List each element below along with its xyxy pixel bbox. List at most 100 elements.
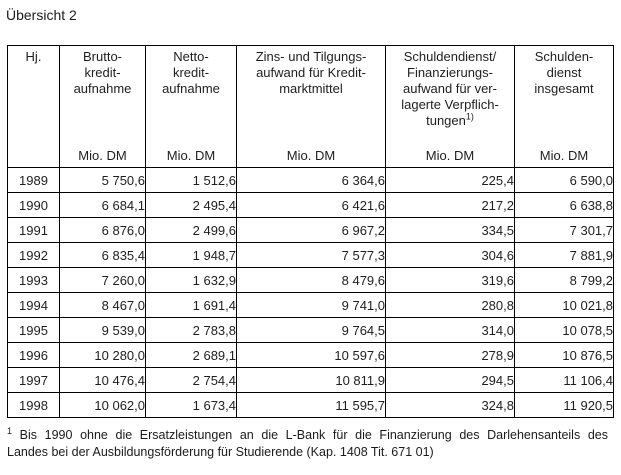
cell-bruttokreditaufnahme: 10 062,0 xyxy=(59,392,146,418)
cell-bruttokreditaufnahme: 8 467,0 xyxy=(59,292,146,318)
cell-hj: 1995 xyxy=(7,317,60,343)
cell-schuldendienst-insgesamt: 8 799,2 xyxy=(514,267,614,293)
cell-schuldendienst-verlagerte: 294,5 xyxy=(385,367,515,393)
column-header-schuldendienst-insgesamt: Schulden-dienst insgesamt Mio. DM xyxy=(514,45,614,168)
column-header-zins-tilgungsaufwand: Zins- und Tilgungs-aufwand für Kredit-ma… xyxy=(236,45,386,168)
cell-bruttokreditaufnahme: 6 684,1 xyxy=(59,192,146,218)
footnote: 1 Bis 1990 ohne die Ersatzleistungen an … xyxy=(7,425,608,461)
header-row: Hj. Brutto-kredit-aufnahme Mio. DM Netto-kr… xyxy=(7,45,614,168)
column-header-nettokreditaufnahme: Netto-kredit-aufnahme Mio. DM xyxy=(145,45,237,168)
cell-hj: 1998 xyxy=(7,392,60,418)
table-row-1996: 1996 10 280,0 2 689,1 10 597,6 278,9 10 876,5 xyxy=(7,342,614,368)
table-body: 1989 5 750,6 1 512,6 6 364,6 225,4 6 590,0 199… xyxy=(7,167,614,418)
cell-zins-tilgungsaufwand: 8 479,6 xyxy=(236,267,386,293)
cell-schuldendienst-insgesamt: 7 301,7 xyxy=(514,217,614,243)
cell-schuldendienst-insgesamt: 7 881,9 xyxy=(514,242,614,268)
cell-schuldendienst-verlagerte: 324,8 xyxy=(385,392,515,418)
cell-zins-tilgungsaufwand: 6 364,6 xyxy=(236,167,386,193)
cell-bruttokreditaufnahme: 10 280,0 xyxy=(59,342,146,368)
column-header-content: Zins- und Tilgungs-aufwand für Kredit-ma… xyxy=(238,47,385,167)
cell-nettokreditaufnahme: 1 632,9 xyxy=(145,267,237,293)
cell-bruttokreditaufnahme: 10 476,4 xyxy=(59,367,146,393)
cell-zins-tilgungsaufwand: 7 577,3 xyxy=(236,242,386,268)
cell-zins-tilgungsaufwand: 6 421,6 xyxy=(236,192,386,218)
column-header-label: Zins- und Tilgungs-aufwand für Kredit-ma… xyxy=(255,49,367,96)
table-row-1997: 1997 10 476,4 2 754,4 10 811,9 294,5 11 106,4 xyxy=(7,367,614,393)
cell-bruttokreditaufnahme: 9 539,0 xyxy=(59,317,146,343)
column-header-bruttokreditaufnahme: Brutto-kredit-aufnahme Mio. DM xyxy=(59,45,146,168)
column-header-hj: Hj. xyxy=(7,45,60,168)
cell-bruttokreditaufnahme: 5 750,6 xyxy=(59,167,146,193)
cell-zins-tilgungsaufwand: 9 764,5 xyxy=(236,317,386,343)
cell-nettokreditaufnahme: 1 512,6 xyxy=(145,167,237,193)
cell-zins-tilgungsaufwand: 10 597,6 xyxy=(236,342,386,368)
cell-schuldendienst-insgesamt: 6 590,0 xyxy=(514,167,614,193)
cell-schuldendienst-insgesamt: 6 638,8 xyxy=(514,192,614,218)
cell-nettokreditaufnahme: 2 754,4 xyxy=(145,367,237,393)
cell-hj: 1993 xyxy=(7,267,60,293)
cell-schuldendienst-verlagerte: 280,8 xyxy=(385,292,515,318)
table-row-1993: 1993 7 260,0 1 632,9 8 479,6 319,6 8 799,2 xyxy=(7,267,614,293)
column-header-content: Schuldendienst/Finanzierungs-aufwand für… xyxy=(387,47,514,167)
column-header-content: Brutto-kredit-aufnahme Mio. DM xyxy=(61,47,145,167)
cell-hj: 1994 xyxy=(7,292,60,318)
table-row-1994: 1994 8 467,0 1 691,4 9 741,0 280,8 10 021,8 xyxy=(7,292,614,318)
cell-zins-tilgungsaufwand: 11 595,7 xyxy=(236,392,386,418)
cell-schuldendienst-insgesamt: 11 106,4 xyxy=(514,367,614,393)
cell-hj: 1991 xyxy=(7,217,60,243)
cell-zins-tilgungsaufwand: 10 811,9 xyxy=(236,367,386,393)
column-header-label: Brutto-kredit-aufnahme xyxy=(73,49,132,96)
cell-bruttokreditaufnahme: 7 260,0 xyxy=(59,267,146,293)
cell-schuldendienst-verlagerte: 314,0 xyxy=(385,317,515,343)
cell-bruttokreditaufnahme: 6 835,4 xyxy=(59,242,146,268)
column-header-label: Hj. xyxy=(25,49,42,64)
cell-nettokreditaufnahme: 1 691,4 xyxy=(145,292,237,318)
table-row-1995: 1995 9 539,0 2 783,8 9 764,5 314,0 10 078,5 xyxy=(7,317,614,343)
footnote-reference-marker: 1) xyxy=(465,111,474,122)
column-header-schuldendienst-verlagerte: Schuldendienst/Finanzierungs-aufwand für… xyxy=(385,45,515,168)
cell-schuldendienst-verlagerte: 319,6 xyxy=(385,267,515,293)
cell-hj: 1997 xyxy=(7,367,60,393)
column-unit-label: Mio. DM xyxy=(425,148,475,163)
cell-schuldendienst-insgesamt: 10 021,8 xyxy=(514,292,614,318)
cell-zins-tilgungsaufwand: 6 967,2 xyxy=(236,217,386,243)
cell-nettokreditaufnahme: 1 673,4 xyxy=(145,392,237,418)
cell-hj: 1990 xyxy=(7,192,60,218)
column-header-content: Schulden-dienst insgesamt Mio. DM xyxy=(516,47,613,167)
table-row-1998: 1998 10 062,0 1 673,4 11 595,7 324,8 11 920,5 xyxy=(7,392,614,418)
column-header-content: Netto-kredit-aufnahme Mio. DM xyxy=(147,47,236,167)
cell-schuldendienst-verlagerte: 217,2 xyxy=(385,192,515,218)
table-row-1992: 1992 6 835,4 1 948,7 7 577,3 304,6 7 881,9 xyxy=(7,242,614,268)
cell-schuldendienst-insgesamt: 11 920,5 xyxy=(514,392,614,418)
cell-schuldendienst-insgesamt: 10 078,5 xyxy=(514,317,614,343)
table-header: Hj. Brutto-kredit-aufnahme Mio. DM Netto-kr… xyxy=(7,45,614,168)
cell-nettokreditaufnahme: 2 783,8 xyxy=(145,317,237,343)
table-row-1990: 1990 6 684,1 2 495,4 6 421,6 217,2 6 638,8 xyxy=(7,192,614,218)
cell-nettokreditaufnahme: 2 499,6 xyxy=(145,217,237,243)
overview-table: Hj. Brutto-kredit-aufnahme Mio. DM Netto-kr… xyxy=(7,45,614,418)
cell-schuldendienst-insgesamt: 10 876,5 xyxy=(514,342,614,368)
table-row-1991: 1991 6 876,0 2 499,6 6 967,2 334,5 7 301,7 xyxy=(7,217,614,243)
cell-schuldendienst-verlagerte: 278,9 xyxy=(385,342,515,368)
page-title: Übersicht 2 xyxy=(6,7,77,23)
column-unit-label: Mio. DM xyxy=(78,148,127,163)
cell-schuldendienst-verlagerte: 304,6 xyxy=(385,242,515,268)
column-header-label: Netto-kredit-aufnahme xyxy=(162,49,220,96)
column-header-content: Hj. xyxy=(9,47,59,167)
cell-schuldendienst-verlagerte: 225,4 xyxy=(385,167,515,193)
cell-nettokreditaufnahme: 2 689,1 xyxy=(145,342,237,368)
cell-schuldendienst-verlagerte: 334,5 xyxy=(385,217,515,243)
cell-hj: 1992 xyxy=(7,242,60,268)
column-header-label: Schulden-dienst insgesamt xyxy=(534,49,594,96)
column-unit-label: Mio. DM xyxy=(539,148,589,163)
column-unit-label: Mio. DM xyxy=(286,148,336,163)
footnote-marker: 1 xyxy=(7,425,13,436)
cell-hj: 1989 xyxy=(7,167,60,193)
column-unit-label: Mio. DM xyxy=(166,148,216,163)
cell-bruttokreditaufnahme: 6 876,0 xyxy=(59,217,146,243)
cell-nettokreditaufnahme: 1 948,7 xyxy=(145,242,237,268)
cell-hj: 1996 xyxy=(7,342,60,368)
footnote-line: Landes bei der Ausbildungsförderung für … xyxy=(7,445,434,459)
footnote-line: 1 Bis 1990 ohne die Ersatzleistungen an … xyxy=(7,425,608,442)
cell-nettokreditaufnahme: 2 495,4 xyxy=(145,192,237,218)
